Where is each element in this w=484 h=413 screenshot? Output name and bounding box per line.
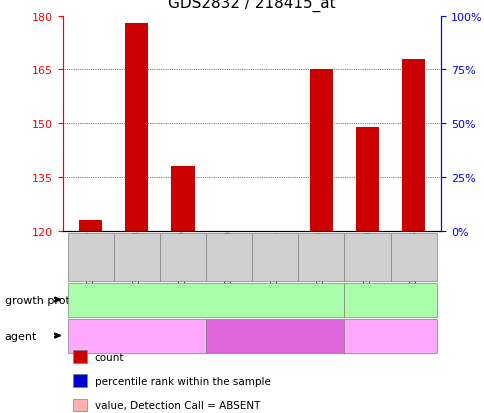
Bar xyxy=(171,167,194,231)
Bar xyxy=(401,59,424,231)
Text: GSM194308: GSM194308 xyxy=(132,230,141,285)
Text: agent: agent xyxy=(5,331,37,341)
Text: count: count xyxy=(94,352,124,362)
Text: sphingosine-1-phosphate: sphingosine-1-phosphate xyxy=(213,331,336,341)
Text: growth protocol: growth protocol xyxy=(5,295,92,305)
Text: GSM194309: GSM194309 xyxy=(178,230,187,285)
Text: GSM194314: GSM194314 xyxy=(408,230,417,285)
Bar xyxy=(355,128,378,231)
Text: GSM194313: GSM194313 xyxy=(363,230,371,285)
Text: GSM194310: GSM194310 xyxy=(224,230,233,285)
Text: value, Detection Call = ABSENT: value, Detection Call = ABSENT xyxy=(94,400,259,410)
Bar xyxy=(125,24,148,231)
Text: feeder-free
Matrigel: feeder-free Matrigel xyxy=(363,289,417,311)
Title: GDS2832 / 218415_at: GDS2832 / 218415_at xyxy=(168,0,335,12)
Text: percentile rank within the sample: percentile rank within the sample xyxy=(94,376,270,386)
Bar xyxy=(309,70,332,231)
Text: standard condition: standard condition xyxy=(153,295,258,305)
Text: control: control xyxy=(371,331,409,341)
Text: GSM194311: GSM194311 xyxy=(270,230,279,285)
Text: control: control xyxy=(117,331,156,341)
Text: GSM194312: GSM194312 xyxy=(316,230,325,285)
Bar xyxy=(79,221,102,231)
Text: GSM194307: GSM194307 xyxy=(86,230,95,285)
